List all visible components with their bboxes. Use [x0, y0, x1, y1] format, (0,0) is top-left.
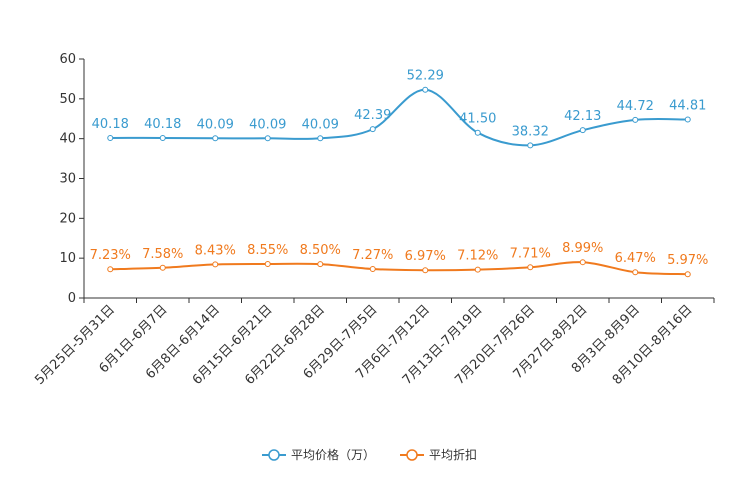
series-0-point[interactable]: [369, 126, 376, 133]
series-0-data-label: 40.09: [249, 117, 286, 132]
series-1-point[interactable]: [474, 266, 481, 273]
series-0-data-label: 52.29: [407, 69, 444, 84]
y-tick-label: 30: [59, 172, 76, 187]
series-1-point[interactable]: [212, 261, 219, 268]
series-1-point[interactable]: [579, 259, 586, 266]
series-0-data-label: 38.32: [512, 124, 549, 139]
y-tick-label: 20: [59, 211, 76, 226]
legend-marker-icon: [406, 449, 418, 461]
series-0-point[interactable]: [212, 135, 219, 142]
series-0-point[interactable]: [474, 129, 481, 136]
legend-label: 平均价格（万）: [291, 447, 375, 462]
y-tick-label: 50: [59, 92, 76, 107]
series-0-data-label: 41.50: [459, 112, 496, 127]
series-0-point[interactable]: [684, 116, 691, 123]
data-labels: 40.18 40.18 40.09 40.09 40.09 42.39 52.29 41.50…: [90, 69, 709, 269]
series-0-point[interactable]: [317, 135, 324, 142]
legend-item-1[interactable]: 平均折扣: [400, 447, 477, 462]
series-0-point[interactable]: [422, 86, 429, 93]
series-0-data-label: 40.18: [92, 117, 129, 132]
y-tick-label: 0: [68, 291, 76, 306]
series-0-data-label: 40.09: [302, 117, 339, 132]
series-0-data-label: 42.39: [354, 108, 391, 123]
y-tick-label: 60: [59, 52, 76, 67]
series-0-point[interactable]: [159, 134, 166, 141]
series-0-data-label: 40.18: [144, 117, 181, 132]
series-1-point[interactable]: [107, 266, 114, 273]
series-0-point[interactable]: [107, 134, 114, 141]
series-1-data-label: 7.23%: [90, 248, 131, 263]
series-1-point[interactable]: [264, 260, 271, 267]
series-1-data-label: 7.12%: [457, 249, 498, 264]
series-0-point[interactable]: [527, 142, 534, 149]
legend-label: 平均折扣: [429, 447, 477, 462]
series-0-data-label: 44.81: [669, 99, 706, 114]
legend-marker-icon: [268, 449, 280, 461]
series-1-data-label: 8.50%: [300, 243, 341, 258]
y-tick-label: 10: [59, 251, 76, 266]
series-1-data-label: 7.27%: [352, 248, 393, 263]
legend[interactable]: 平均价格（万） 平均折扣: [262, 447, 477, 462]
series-1-point[interactable]: [369, 266, 376, 273]
series-0-point[interactable]: [264, 135, 271, 142]
series-0-data-label: 44.72: [617, 99, 654, 114]
series-line-1: [110, 261, 688, 276]
series-1-data-label: 8.43%: [195, 243, 236, 258]
series-1-data-label: 6.97%: [405, 249, 446, 264]
series-1-data-label: 7.58%: [142, 247, 183, 262]
series-1-point[interactable]: [422, 267, 429, 274]
series-1-data-label: 6.47%: [615, 251, 656, 266]
series-1-data-label: 8.55%: [247, 243, 288, 258]
series-1-data-label: 5.97%: [667, 253, 708, 268]
series-1-point[interactable]: [159, 264, 166, 271]
legend-item-0[interactable]: 平均价格（万）: [262, 447, 375, 462]
series-0-data-label: 42.13: [564, 109, 601, 124]
series-1-point[interactable]: [632, 269, 639, 276]
series-1-point[interactable]: [684, 271, 691, 278]
series-1-point[interactable]: [317, 261, 324, 268]
series-0-point[interactable]: [579, 127, 586, 134]
series-1-data-label: 8.99%: [562, 241, 603, 256]
series-0-data-label: 40.09: [197, 117, 234, 132]
y-tick-label: 40: [59, 132, 76, 147]
series-0-point[interactable]: [632, 116, 639, 123]
series-1-point[interactable]: [527, 264, 534, 271]
series-layer: [107, 86, 691, 278]
axes: 01020304050605月25日-5月31日6月1日-6月7日6月8日-6月…: [32, 52, 715, 388]
series-1-data-label: 7.71%: [510, 246, 551, 261]
